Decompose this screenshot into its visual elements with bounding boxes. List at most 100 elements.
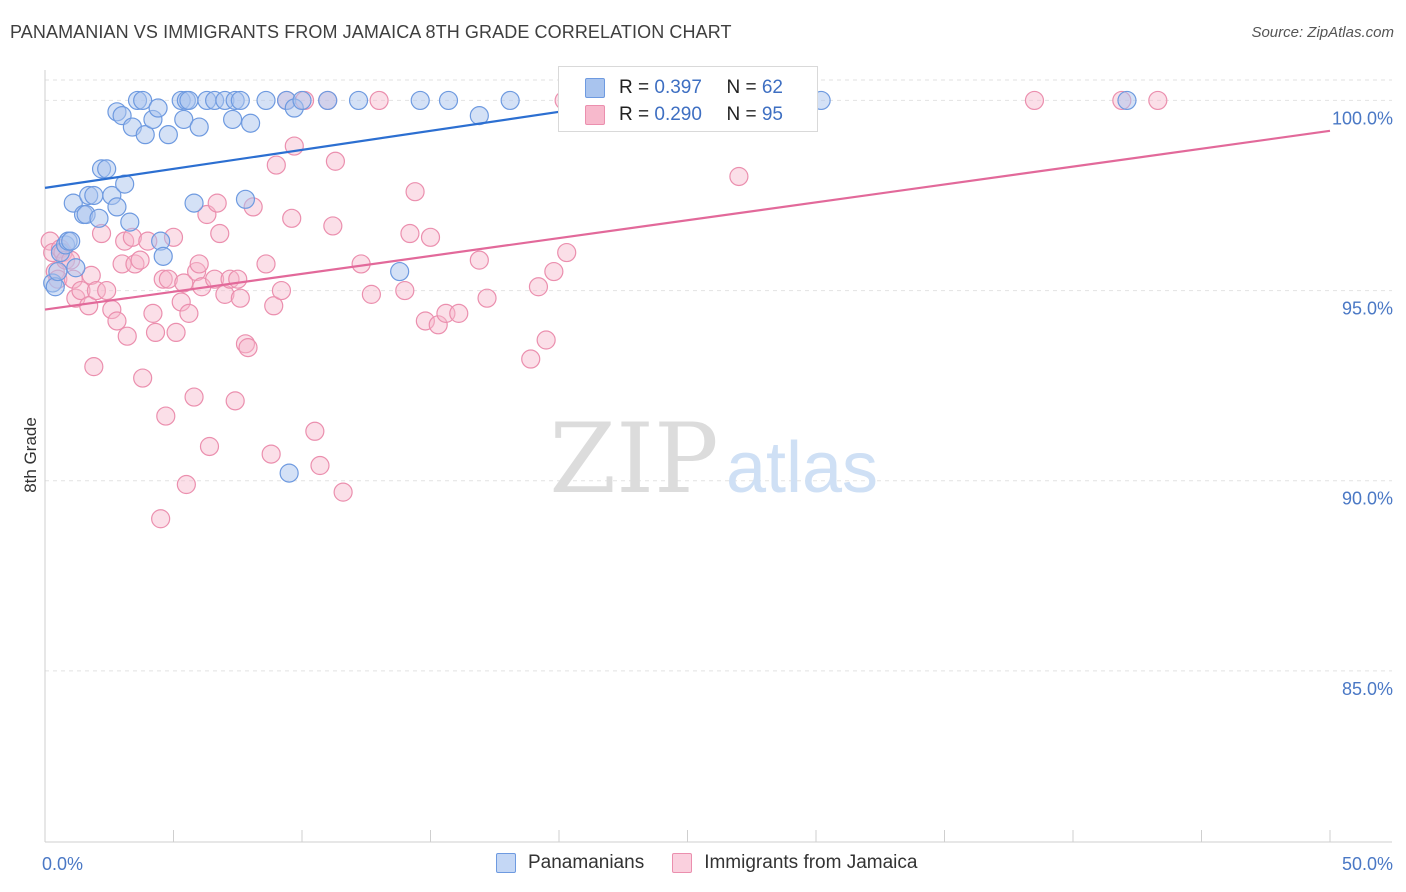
jamaica-point xyxy=(305,421,325,441)
panamanian-point xyxy=(135,125,155,145)
panamanian-point xyxy=(174,109,194,130)
x-tick-label-max: 50.0% xyxy=(1342,854,1393,874)
jamaica-point xyxy=(521,349,541,369)
jamaica-point xyxy=(210,223,230,244)
legend-swatch-pink xyxy=(672,853,693,873)
legend-label-jamaica: Immigrants from Jamaica xyxy=(704,852,918,873)
panamanian-point xyxy=(97,159,117,179)
jamaica-point xyxy=(477,288,497,308)
panamanian-point xyxy=(107,197,127,217)
jamaica-point xyxy=(261,444,281,464)
panamanian-point xyxy=(179,90,199,111)
panamanian-point xyxy=(348,90,369,111)
panamanian-point xyxy=(292,90,312,111)
jamaica-point xyxy=(153,269,173,289)
panamanian-point xyxy=(318,90,338,111)
series-legend: Panamanians Immigrants from Jamaica xyxy=(496,852,945,874)
panamanian-point xyxy=(153,246,173,266)
panamanian-point xyxy=(235,189,256,209)
panamanian-point xyxy=(410,90,430,111)
panamanian-point xyxy=(66,258,86,278)
grid-lines xyxy=(45,79,1392,672)
jamaica-point xyxy=(238,338,258,358)
y-tick-label: 85.0% xyxy=(1342,679,1393,699)
y-axis-label: 8th Grade xyxy=(21,417,40,493)
jamaica-point xyxy=(528,277,549,297)
jamaica-point xyxy=(333,482,353,502)
panamanian-point xyxy=(279,463,299,483)
tick-labels: 100.0% 95.0% 90.0% 85.0% 0.0% 50.0% xyxy=(42,108,1393,874)
jamaica-point xyxy=(361,284,381,304)
panamanian-point xyxy=(133,90,153,111)
panamanian-trend-line xyxy=(44,99,637,189)
jamaica-point xyxy=(1024,90,1045,111)
jamaica-point xyxy=(81,265,101,285)
jamaica-point xyxy=(71,280,91,301)
jamaica-point xyxy=(189,254,209,274)
watermark-zip: ZIP xyxy=(549,403,718,515)
axes xyxy=(44,70,1392,843)
jamaica-point xyxy=(158,269,178,289)
chart-title: PANAMANIAN VS IMMIGRANTS FROM JAMAICA 8T… xyxy=(10,22,732,42)
legend-n-value: 95 xyxy=(761,104,783,125)
jamaica-point xyxy=(264,296,284,316)
panamanian-point xyxy=(148,98,168,118)
panamanian-point xyxy=(1117,90,1137,111)
source-label: Source: ZipAtlas.com xyxy=(1251,24,1394,41)
jamaica-point xyxy=(415,311,435,331)
panamanian-point xyxy=(500,90,520,111)
y-tick-label: 95.0% xyxy=(1342,299,1393,319)
legend-n-label: N = xyxy=(726,104,762,125)
jamaica-point xyxy=(369,90,389,111)
legend-r-label: R = xyxy=(619,104,655,125)
jamaica-point xyxy=(107,311,127,331)
jamaica-point xyxy=(205,269,225,289)
jamaica-point xyxy=(225,391,245,411)
panamanian-point xyxy=(158,125,178,145)
stats-legend: R = 0.397 N = 62 R = 0.290 N = 95 xyxy=(558,66,818,132)
panamanian-point xyxy=(84,185,104,206)
jamaica-point xyxy=(151,509,171,529)
legend-label-panamanians: Panamanians xyxy=(528,852,645,873)
jamaica-point xyxy=(325,151,346,171)
jamaica-point xyxy=(207,193,227,213)
x-tick-label-min: 0.0% xyxy=(42,854,83,874)
jamaica-point xyxy=(557,242,577,263)
panamanian-point xyxy=(189,117,209,137)
jamaica-point xyxy=(1148,90,1168,111)
jamaica-point xyxy=(400,223,420,244)
legend-swatch-blue xyxy=(496,853,516,873)
jamaica-point xyxy=(171,292,191,312)
jamaica-point xyxy=(143,303,163,323)
jamaica-point xyxy=(729,166,749,187)
jamaica-point xyxy=(405,182,425,202)
jamaica-point xyxy=(395,280,415,301)
legend-n-label: N = xyxy=(726,77,762,98)
legend-item-jamaica: Immigrants from Jamaica xyxy=(672,852,917,874)
legend-swatch-pink xyxy=(585,105,605,125)
jamaica-point xyxy=(86,280,107,301)
y-tick-label: 100.0% xyxy=(1332,108,1393,128)
watermark-atlas: atlas xyxy=(726,428,878,508)
watermark: ZIP atlas xyxy=(549,403,878,515)
panamanian-point xyxy=(223,109,243,130)
jamaica-point xyxy=(282,208,302,228)
legend-r-label: R = xyxy=(619,77,655,98)
panamanian-points xyxy=(43,90,1137,483)
jamaica-point xyxy=(469,250,489,270)
jamaica-point xyxy=(179,303,199,323)
jamaica-point xyxy=(166,322,186,343)
jamaica-point xyxy=(84,357,104,377)
jamaica-point xyxy=(449,303,469,323)
y-tick-label: 90.0% xyxy=(1342,489,1393,509)
legend-n-value: 62 xyxy=(761,77,783,98)
jamaica-point xyxy=(271,280,292,301)
jamaica-point xyxy=(125,254,145,274)
jamaica-point xyxy=(230,288,250,308)
jamaica-point xyxy=(536,330,556,350)
jamaica-point xyxy=(133,368,153,388)
jamaica-trend-line xyxy=(44,129,1331,311)
panamanian-point xyxy=(390,261,410,282)
panamanian-point xyxy=(89,208,109,228)
